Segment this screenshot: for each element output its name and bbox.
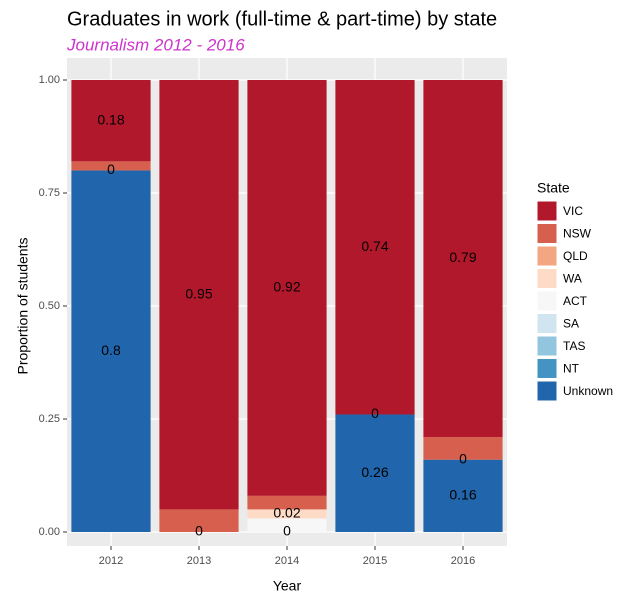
legend-key: [536, 358, 558, 379]
x-tick-label: 2016: [451, 555, 475, 567]
legend-label: ACT: [563, 294, 588, 308]
y-tick-label: 0.25: [39, 413, 60, 425]
x-tick-label: 2015: [363, 555, 387, 567]
bar-segment: [335, 80, 415, 415]
data-label: 0: [459, 450, 467, 466]
legend-label: NT: [563, 362, 580, 376]
data-label: 0: [107, 161, 115, 177]
legend-label: VIC: [563, 204, 583, 218]
bar-segment: [159, 80, 239, 510]
bar-segment: [423, 459, 503, 532]
data-label: 0.26: [361, 464, 388, 480]
legend-key: [536, 268, 558, 289]
bar-segment: [423, 80, 503, 438]
y-tick-label: 1.00: [39, 74, 60, 86]
x-axis-label: Year: [273, 578, 302, 594]
x-tick-label: 2014: [275, 555, 299, 567]
legend-key: [536, 335, 558, 357]
y-tick-label: 0.75: [39, 187, 60, 199]
y-tick-label: 0.00: [39, 526, 60, 538]
data-label: 0.16: [449, 487, 476, 503]
data-label: 0.79: [449, 249, 476, 265]
legend-label: WA: [563, 272, 582, 286]
bar-segment: [247, 509, 327, 519]
data-label: 0: [195, 523, 203, 539]
legend-key: [536, 380, 558, 402]
data-label: 0.95: [185, 285, 212, 301]
legend-key: [536, 200, 558, 222]
chart-subtitle: Journalism 2012 - 2016: [66, 35, 245, 54]
bar-segment: [335, 414, 415, 532]
bar-segment: [247, 518, 327, 532]
data-label: 0.92: [273, 279, 300, 295]
data-label: 0: [283, 523, 291, 539]
legend-key: [536, 223, 558, 244]
bar-segment: [159, 509, 239, 532]
legend-key: [536, 290, 558, 312]
bar-segment: [247, 80, 327, 496]
data-label: 0.74: [361, 238, 388, 254]
legend-key: [536, 313, 558, 334]
bar-segment: [247, 495, 327, 510]
bar-segment: [423, 437, 503, 460]
data-label: 0.18: [97, 111, 124, 127]
chart-title: Graduates in work (full-time & part-time…: [67, 8, 497, 30]
data-label: 0: [371, 405, 379, 421]
legend-title: State: [537, 180, 570, 196]
legend-label: SA: [563, 317, 579, 331]
legend-label: TAS: [563, 339, 585, 353]
data-label: 0.8: [101, 342, 121, 358]
bar-segment: [71, 161, 151, 171]
x-tick-label: 2012: [99, 555, 123, 567]
bar-segment: [71, 170, 151, 532]
legend-key: [536, 245, 558, 267]
legend-label: NSW: [563, 227, 592, 241]
legend-label: QLD: [563, 249, 588, 263]
y-tick-label: 0.50: [39, 300, 60, 312]
y-axis-label: Proportion of students: [15, 238, 31, 375]
x-tick-label: 2013: [187, 555, 211, 567]
legend-label: Unknown: [563, 384, 613, 398]
bar-segment: [71, 80, 151, 162]
data-label: 0.02: [273, 505, 300, 521]
